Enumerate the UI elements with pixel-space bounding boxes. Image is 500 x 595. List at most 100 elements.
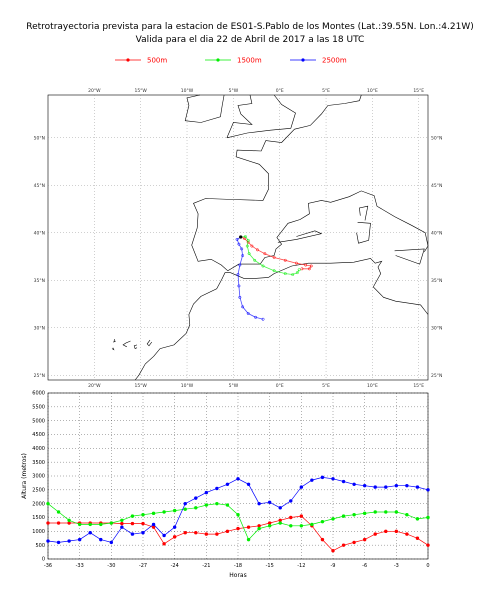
point-2500m — [99, 537, 103, 542]
point-2500m — [46, 539, 50, 543]
x-tick-label: -21 — [202, 563, 210, 569]
coastline — [113, 339, 116, 343]
y-tick-label: 5000 — [32, 418, 45, 424]
station-marker — [239, 235, 243, 239]
map-lat-tick-left: 50°N — [34, 135, 45, 141]
point-2500m — [246, 482, 251, 486]
coastline — [134, 272, 269, 381]
point-2500m — [67, 539, 71, 543]
trajectory-1500m — [240, 236, 300, 275]
point-500m — [426, 543, 430, 547]
point-1500m — [151, 511, 156, 516]
legend-marker-1500m — [216, 58, 220, 62]
point-2500m — [341, 479, 346, 484]
point-500m — [204, 532, 209, 536]
point-1500m — [362, 511, 367, 516]
point-500m — [341, 543, 346, 547]
point-2500m — [331, 477, 335, 481]
point-1500m — [46, 501, 50, 506]
point-1500m — [67, 518, 71, 522]
coastline — [133, 344, 138, 350]
trajectory-point-2500m — [236, 273, 240, 276]
trajectory-point-2500m — [238, 263, 242, 267]
point-2500m — [394, 483, 399, 488]
point-500m — [278, 518, 282, 522]
map-lon-tick-top: 5°E — [322, 88, 330, 94]
point-500m — [405, 532, 409, 536]
trajectory-point-500m — [300, 267, 304, 271]
point-2500m — [88, 531, 92, 535]
point-2500m — [320, 475, 325, 480]
map-lon-tick-bottom: 15°E — [413, 383, 424, 389]
x-tick-label: -36 — [44, 563, 52, 569]
point-500m — [289, 515, 293, 520]
point-1500m — [405, 513, 409, 517]
map-lon-tick-bottom: 5°E — [322, 383, 330, 389]
point-2500m — [56, 540, 61, 545]
x-tick-label: -6 — [362, 563, 367, 569]
map-lat-tick-left: 35°N — [34, 278, 45, 284]
x-tick-label: -33 — [76, 563, 84, 569]
point-500m — [384, 529, 388, 534]
trajectory-point-1500m — [246, 238, 250, 242]
point-1500m — [278, 521, 282, 525]
point-1500m — [352, 513, 356, 517]
point-500m — [320, 537, 325, 542]
point-1500m — [373, 510, 377, 514]
x-tick-label: 0 — [426, 563, 429, 569]
trajectory-point-1500m — [291, 273, 295, 276]
map-lon-tick-top: 15°E — [413, 88, 424, 94]
point-500m — [299, 514, 304, 518]
x-tick-label: -18 — [234, 563, 242, 569]
y-tick-label: 6000 — [32, 391, 45, 397]
trajectory-point-2500m — [237, 284, 241, 288]
x-tick-label: -15 — [266, 563, 274, 569]
point-2500m — [162, 533, 166, 538]
map-lon-tick-top: 10°W — [181, 88, 194, 94]
trajectory-point-2500m — [241, 254, 245, 258]
point-500m — [352, 540, 356, 545]
point-2500m — [299, 485, 304, 489]
y-tick-label: 4500 — [32, 432, 45, 438]
map-lat-tick-left: 25°N — [34, 373, 45, 379]
y-tick-label: 3000 — [32, 474, 45, 480]
legend-label-500m: 500m — [147, 57, 167, 65]
point-500m — [162, 542, 166, 546]
coastline — [226, 94, 296, 139]
point-500m — [246, 525, 251, 529]
trajectory-point-2500m — [238, 295, 242, 299]
point-500m — [172, 535, 177, 539]
y-tick-label: 2000 — [32, 501, 45, 507]
map-lat-tick-left: 30°N — [34, 325, 45, 331]
map-lon-tick-bottom: 15°W — [134, 383, 147, 389]
point-2500m — [405, 483, 409, 488]
point-1500m — [320, 519, 325, 524]
coastline — [277, 230, 323, 243]
legend-marker-500m — [126, 58, 130, 62]
trajectory-2500m — [236, 236, 264, 320]
point-500m — [130, 521, 135, 526]
point-500m — [394, 529, 399, 534]
trajectory-point-2500m — [240, 247, 244, 251]
map-lon-tick-bottom: 5°W — [229, 383, 239, 389]
point-1500m — [215, 501, 219, 506]
trajectory-point-500m — [256, 248, 259, 252]
trajectory-point-2500m — [235, 237, 239, 241]
point-1500m — [415, 517, 420, 521]
x-axis-label: Horas — [229, 572, 246, 579]
trajectory-point-2500m — [237, 242, 241, 246]
x-tick-label: -27 — [139, 563, 147, 569]
point-500m — [120, 521, 124, 526]
point-1500m — [130, 514, 135, 518]
point-1500m — [394, 510, 399, 514]
point-1500m — [384, 510, 388, 514]
point-1500m — [289, 524, 293, 528]
point-500m — [415, 536, 420, 540]
point-2500m — [426, 488, 430, 492]
point-1500m — [257, 526, 261, 531]
trajectory-point-500m — [272, 256, 276, 259]
map-lon-tick-bottom: 10°W — [181, 383, 194, 389]
trajectory-point-500m — [307, 267, 311, 271]
trajectory-point-2500m — [241, 305, 245, 309]
